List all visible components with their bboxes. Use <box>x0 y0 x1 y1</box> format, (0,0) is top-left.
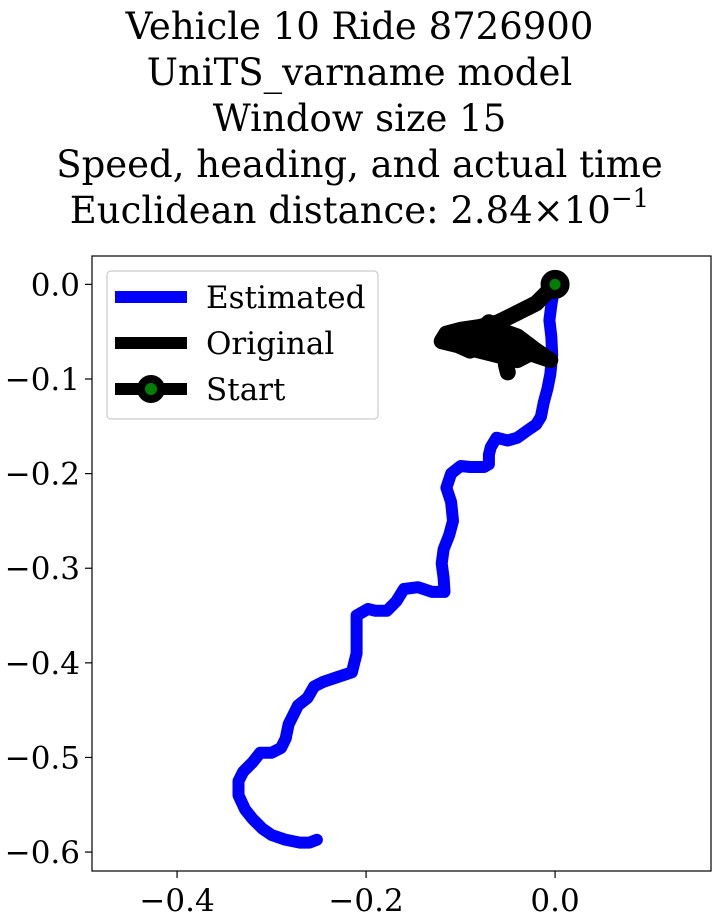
distance-prefix: Euclidean distance: 2.84 <box>69 189 533 232</box>
legend-label-estimated: Estimated <box>206 280 365 316</box>
distance-times: × <box>532 189 564 232</box>
x-tick-label: 0.0 <box>530 883 579 918</box>
start-marker <box>540 269 570 299</box>
legend-label-start: Start <box>206 372 286 408</box>
y-tick-label: −0.2 <box>5 457 80 493</box>
series-line-estimated <box>232 278 562 849</box>
legend-label-original: Original <box>206 326 334 362</box>
y-tick-label: −0.3 <box>5 551 80 587</box>
title-line-model: UniTS_varname model <box>146 51 573 94</box>
x-axis: −0.4 −0.2 0.0 <box>139 871 580 918</box>
x-tick-label: −0.4 <box>139 883 214 918</box>
y-tick-label: 0.0 <box>31 267 80 303</box>
title-line-vehicle: Vehicle 10 Ride 8726900 <box>125 5 594 48</box>
distance-exponent: −1 <box>610 184 650 214</box>
y-tick-label: −0.4 <box>5 646 80 682</box>
legend-start-marker-icon <box>137 375 165 403</box>
title-line-window: Window size 15 <box>212 97 507 140</box>
title-line-features: Speed, heading, and actual time <box>56 143 663 186</box>
legend-frame <box>106 270 379 420</box>
plot-frame <box>91 255 712 872</box>
y-tick-label: −0.5 <box>5 740 80 776</box>
series-line-original <box>433 276 564 381</box>
title-line-distance: Euclidean distance: 2.84×10−1 <box>0 186 719 234</box>
distance-base: 10 <box>563 189 611 232</box>
x-tick-label: −0.2 <box>328 883 403 918</box>
legend: Estimated Original Start <box>106 270 379 420</box>
y-axis: 0.0 −0.1 −0.2 −0.3 −0.4 −0.5 −0.6 <box>5 267 92 871</box>
y-tick-label: −0.6 <box>5 835 80 871</box>
y-tick-label: −0.1 <box>5 362 80 398</box>
series-layer <box>232 269 570 849</box>
chart-title: Vehicle 10 Ride 8726900 UniTS_varname mo… <box>0 0 719 234</box>
